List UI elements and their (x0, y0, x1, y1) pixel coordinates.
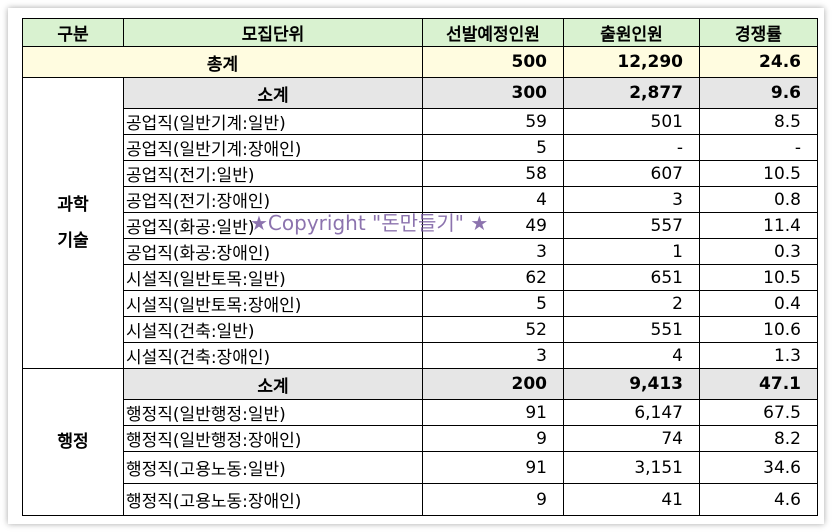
applicants-cell: 607 (563, 160, 700, 187)
unit-cell: 시설직(건축:장애인) (123, 342, 423, 369)
ratio-cell: 1.3 (699, 342, 818, 369)
table-row: 공업직(일반기계:일반) 59 501 8.5 (23, 108, 818, 135)
applicants-cell: 4 (563, 342, 700, 369)
subtotal-ratio: 9.6 (699, 77, 818, 109)
ratio-cell: 10.6 (699, 316, 818, 343)
applicants-cell: 6,147 (563, 399, 700, 426)
subtotal-label: 소계 (123, 77, 423, 109)
header-ratio: 경쟁률 (699, 18, 818, 47)
header-category: 구분 (22, 18, 124, 47)
unit-cell: 행정직(고용노동:일반) (123, 451, 423, 484)
applicants-cell: 2 (563, 290, 700, 317)
ratio-cell: 10.5 (699, 160, 818, 187)
table-row: 시설직(건축:일반) 52 551 10.6 (23, 316, 818, 343)
table-row: 공업직(화공:장애인) 3 1 0.3 (23, 238, 818, 265)
applicants-cell: 74 (563, 425, 700, 452)
applicants-cell: 651 (563, 264, 700, 291)
selected-cell: 49 (422, 212, 564, 239)
subtotal-applicants: 2,877 (563, 77, 700, 109)
table-row: 행정직(고용노동:일반) 91 3,151 34.6 (23, 451, 818, 484)
unit-cell: 공업직(일반기계:일반) (123, 108, 423, 135)
selected-cell: 9 (422, 425, 564, 452)
applicants-cell: - (563, 134, 700, 161)
unit-cell: 시설직(일반토목:장애인) (123, 290, 423, 317)
applicants-cell: 3,151 (563, 451, 700, 484)
ratio-cell: 67.5 (699, 399, 818, 426)
subtotal-row: 과학 기술 소계 300 2,877 9.6 (22, 77, 818, 369)
table-row: 행정직(일반행정:장애인) 9 74 8.2 (23, 425, 818, 452)
table-row: 시설직(건축:장애인) 3 4 1.3 (23, 342, 818, 369)
subtotal-selected: 300 (422, 77, 564, 109)
subtotal-ratio: 47.1 (699, 368, 818, 400)
category-label: 기술 (57, 231, 89, 251)
ratio-cell: 8.5 (699, 108, 818, 135)
ratio-cell: 4.6 (699, 483, 818, 516)
ratio-cell: 0.4 (699, 290, 818, 317)
table-row: 공업직(전기:장애인) 4 3 0.8 (23, 186, 818, 213)
selected-cell: 62 (422, 264, 564, 291)
table-row: 공업직(일반기계:장애인) 5- - (23, 134, 818, 161)
total-applicants: 12,290 (563, 46, 700, 78)
copyright-watermark: ★Copyright "돈만들기" ★ (250, 211, 489, 235)
unit-cell: 공업직(화공:장애인) (123, 238, 423, 265)
recruitment-table: 구분 모집단위 선발예정인원 출원인원 경쟁률 총계 500 12,290 24… (22, 18, 818, 516)
table-row: 시설직(일반토목:장애인) 5 2 0.4 (23, 290, 818, 317)
selected-cell: 5 (422, 134, 564, 161)
unit-cell: 행정직(일반행정:장애인) (123, 425, 423, 452)
table-row: 행정직(고용노동:장애인) 9 41 4.6 (23, 483, 818, 516)
header-row: 구분 모집단위 선발예정인원 출원인원 경쟁률 (22, 18, 818, 47)
header-unit: 모집단위 (123, 18, 423, 47)
total-label: 총계 (22, 46, 423, 78)
table-row: 시설직(일반토목:일반) 62 651 10.5 (23, 264, 818, 291)
selected-cell: 5 (422, 290, 564, 317)
table-row: 공업직(화공:일반) 49 557 11.4 (23, 212, 818, 239)
subtotal-row: 행정 소계 200 9,413 47.1 (22, 368, 818, 516)
header-applicants: 출원인원 (563, 18, 700, 47)
selected-cell: 59 (422, 108, 564, 135)
subtotal-selected: 200 (422, 368, 564, 400)
total-row: 총계 500 12,290 24.6 (22, 46, 818, 78)
selected-cell: 3 (422, 342, 564, 369)
total-ratio: 24.6 (699, 46, 818, 78)
applicants-cell: 557 (563, 212, 700, 239)
header-selected: 선발예정인원 (422, 18, 564, 47)
applicants-cell: 3 (563, 186, 700, 213)
category-label: 행정 (57, 432, 89, 452)
ratio-cell: 0.3 (699, 238, 818, 265)
selected-cell: 52 (422, 316, 564, 343)
table-row: 행정직(일반행정:일반) 91 6,147 67.5 (23, 399, 818, 426)
ratio-cell: 11.4 (699, 212, 818, 239)
total-selected: 500 (422, 46, 564, 78)
applicants-cell: 551 (563, 316, 700, 343)
selected-cell: 91 (422, 399, 564, 426)
subtotal-applicants: 9,413 (563, 368, 700, 400)
unit-cell: 공업직(전기:장애인) (123, 186, 423, 213)
table-row: 공업직(전기:일반) 58 607 10.5 (23, 160, 818, 187)
unit-cell: 시설직(건축:일반) (123, 316, 423, 343)
unit-cell: 시설직(일반토목:일반) (123, 264, 423, 291)
applicants-cell: 501 (563, 108, 700, 135)
category-label: 과학 (57, 195, 89, 215)
ratio-cell: - (699, 134, 818, 161)
ratio-cell: 10.5 (699, 264, 818, 291)
selected-cell: 3 (422, 238, 564, 265)
unit-cell: 공업직(일반기계:장애인) (123, 134, 423, 161)
applicants-cell: 1 (563, 238, 700, 265)
ratio-cell: 34.6 (699, 451, 818, 484)
category-cell: 행정 (22, 368, 124, 516)
unit-cell: 공업직(화공:일반) (123, 212, 423, 239)
unit-cell: 행정직(일반행정:일반) (123, 399, 423, 426)
selected-cell: 91 (422, 451, 564, 484)
unit-cell: 공업직(전기:일반) (123, 160, 423, 187)
ratio-cell: 8.2 (699, 425, 818, 452)
subtotal-label: 소계 (123, 368, 423, 400)
unit-cell: 행정직(고용노동:장애인) (123, 483, 423, 516)
selected-cell: 9 (422, 483, 564, 516)
applicants-cell: 41 (563, 483, 700, 516)
selected-cell: 58 (422, 160, 564, 187)
ratio-cell: 0.8 (699, 186, 818, 213)
